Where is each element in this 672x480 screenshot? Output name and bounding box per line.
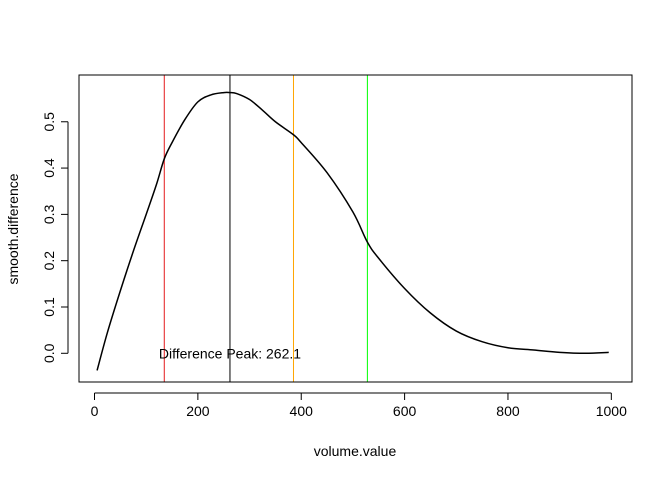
y-tick-label: 0.2 bbox=[41, 251, 57, 271]
x-tick-label: 1000 bbox=[596, 403, 627, 419]
series-layer bbox=[96, 91, 609, 371]
y-tick-label: 0.1 bbox=[41, 297, 57, 317]
x-axis: 0 200 400 600 800 1000 bbox=[91, 392, 627, 419]
x-tick-label: 800 bbox=[496, 403, 520, 419]
series-line bbox=[96, 91, 609, 371]
y-axis: 0.0 0.1 0.2 0.3 0.4 0.5 bbox=[41, 112, 69, 363]
y-tick-label: 0.3 bbox=[41, 204, 57, 224]
x-tick-label: 600 bbox=[393, 403, 417, 419]
peak-annotation: Difference Peak: 262.1 bbox=[159, 345, 301, 361]
x-tick-label: 200 bbox=[186, 403, 210, 419]
y-tick-label: 0.5 bbox=[41, 112, 57, 132]
y-tick-label: 0.0 bbox=[41, 343, 57, 363]
annotation-layer: Difference Peak: 262.1 bbox=[159, 345, 301, 361]
y-axis-label: smooth.difference bbox=[5, 173, 21, 284]
y-tick-label: 0.4 bbox=[41, 158, 57, 178]
x-tick-label: 0 bbox=[91, 403, 99, 419]
x-tick-label: 400 bbox=[290, 403, 314, 419]
x-axis-label: volume.value bbox=[314, 443, 397, 459]
plot-frame bbox=[78, 74, 633, 383]
reference-lines bbox=[163, 75, 368, 382]
